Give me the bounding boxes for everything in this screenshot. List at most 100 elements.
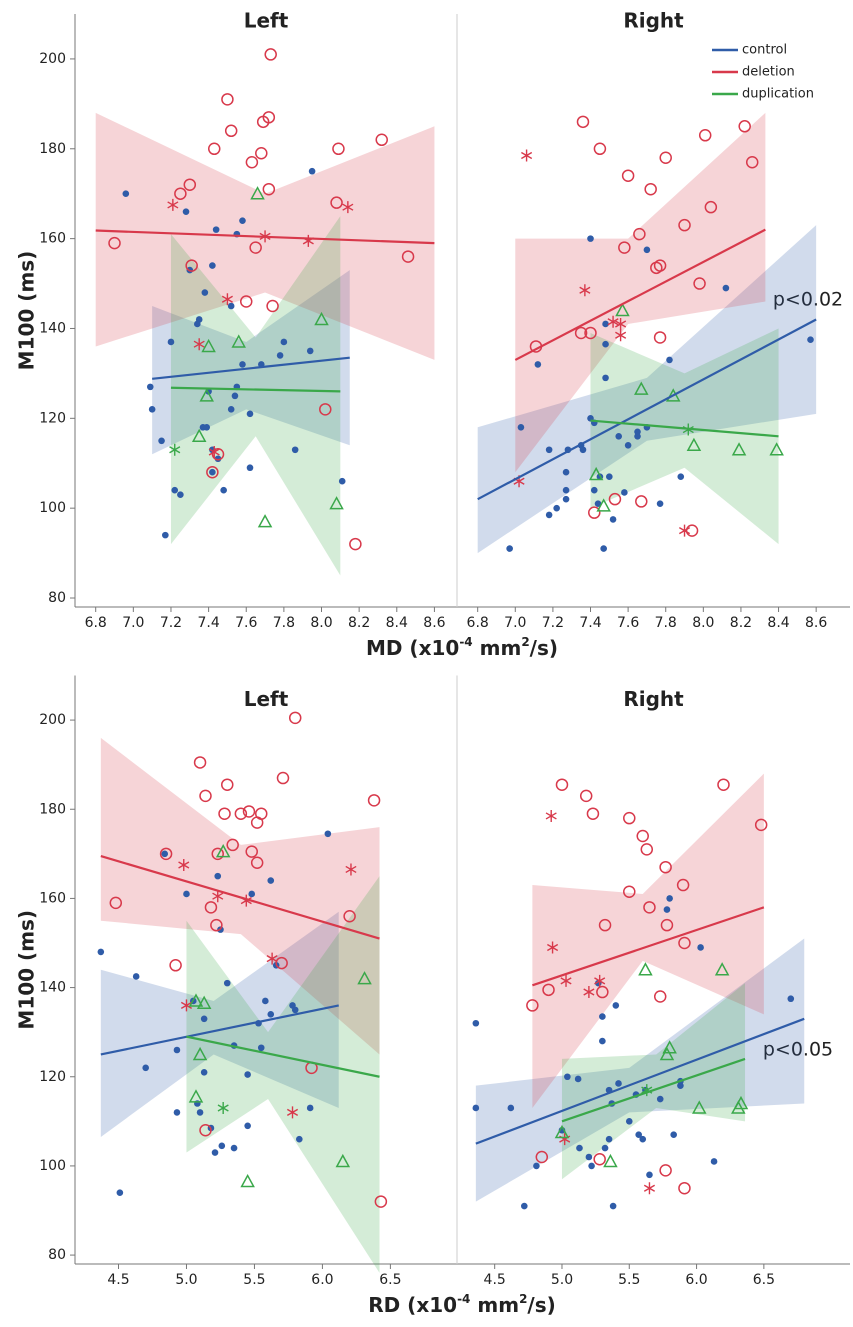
point	[208, 142, 221, 156]
x-axis-label-part: 2	[521, 635, 529, 649]
fit-line	[561, 1057, 746, 1123]
point	[244, 1071, 251, 1078]
point	[653, 259, 667, 272]
point	[332, 142, 345, 156]
point	[717, 778, 730, 791]
point	[562, 468, 570, 476]
point	[245, 156, 259, 169]
point	[210, 918, 223, 932]
point-star	[615, 329, 627, 342]
y-tick-label: 100	[39, 500, 66, 516]
point	[220, 486, 227, 494]
point	[226, 838, 239, 852]
point	[188, 1089, 204, 1103]
point	[357, 971, 372, 985]
point	[173, 1109, 181, 1116]
y-tick-label: 200	[39, 712, 66, 728]
point	[533, 1162, 540, 1170]
point	[605, 1135, 613, 1143]
point	[807, 336, 814, 344]
point	[520, 1202, 528, 1210]
legend-label: deletion	[742, 65, 795, 80]
point	[472, 1019, 480, 1027]
point	[171, 486, 179, 494]
point	[600, 545, 607, 552]
point	[517, 424, 525, 431]
point	[585, 1153, 593, 1161]
x-tick-label: 8.0	[310, 615, 332, 631]
y-tick-label: 140	[39, 980, 66, 996]
x-tick-label: 7.8	[273, 615, 295, 631]
point	[615, 302, 630, 317]
x-tick-label: 6.0	[685, 1272, 707, 1288]
point	[122, 190, 130, 197]
point	[257, 1044, 265, 1052]
point	[659, 860, 672, 874]
confidence-band	[590, 328, 779, 545]
panel-title: Right	[623, 687, 684, 711]
point	[211, 1149, 219, 1156]
x-tick-label: 7.2	[542, 615, 564, 631]
fit-line	[186, 1035, 380, 1078]
x-axis-label-part: 2	[519, 1292, 527, 1306]
x-tick-label: 8.4	[386, 615, 408, 631]
x-tick-label: 6.0	[311, 1272, 333, 1288]
point	[234, 807, 248, 820]
point	[663, 906, 671, 913]
point	[594, 500, 602, 507]
x-tick-label: 7.6	[617, 615, 639, 631]
point	[535, 1150, 549, 1164]
point	[754, 818, 768, 832]
x-tick-label: 7.6	[235, 615, 257, 631]
confidence-band	[186, 876, 380, 1273]
point	[623, 885, 636, 898]
point	[314, 311, 329, 326]
point	[659, 1046, 675, 1061]
point	[590, 486, 598, 494]
point	[676, 878, 690, 892]
x-tick-label: 7.0	[122, 615, 144, 631]
point	[787, 995, 795, 1003]
fit-line	[477, 318, 817, 501]
point	[231, 392, 239, 400]
point	[206, 465, 219, 479]
point	[691, 1100, 707, 1114]
point	[686, 437, 702, 452]
point	[108, 236, 121, 250]
point	[330, 196, 343, 209]
point	[199, 789, 212, 803]
x-axis-label-part: RD (x10	[368, 1293, 457, 1317]
annotation: p<0.02	[773, 289, 843, 311]
x-tick-label: 8.0	[692, 615, 714, 631]
point	[182, 208, 190, 215]
x-tick-label: 8.6	[423, 615, 445, 631]
point	[678, 218, 691, 232]
point	[576, 115, 590, 129]
point-star	[167, 198, 179, 211]
panel-title: Left	[244, 687, 289, 711]
point	[162, 531, 169, 539]
point	[196, 995, 212, 1009]
point	[678, 936, 691, 950]
point	[656, 1095, 664, 1103]
point	[349, 537, 362, 551]
y-tick-label: 140	[39, 320, 66, 336]
point	[230, 1144, 238, 1152]
point	[542, 983, 555, 997]
x-tick-label: 7.4	[579, 615, 601, 631]
point	[280, 338, 288, 346]
point-star	[615, 317, 627, 330]
x-axis-label-part: mm	[473, 636, 522, 660]
x-axis-label-part: MD (x10	[366, 636, 459, 660]
point	[644, 182, 657, 196]
y-tick-label: 200	[39, 51, 66, 67]
point	[245, 845, 258, 858]
point	[211, 448, 225, 461]
confidence-band	[532, 773, 764, 1108]
point	[240, 1173, 255, 1188]
point	[335, 1153, 351, 1168]
point	[188, 993, 204, 1007]
point	[276, 352, 284, 359]
fit-line	[532, 906, 765, 987]
point	[169, 959, 182, 972]
